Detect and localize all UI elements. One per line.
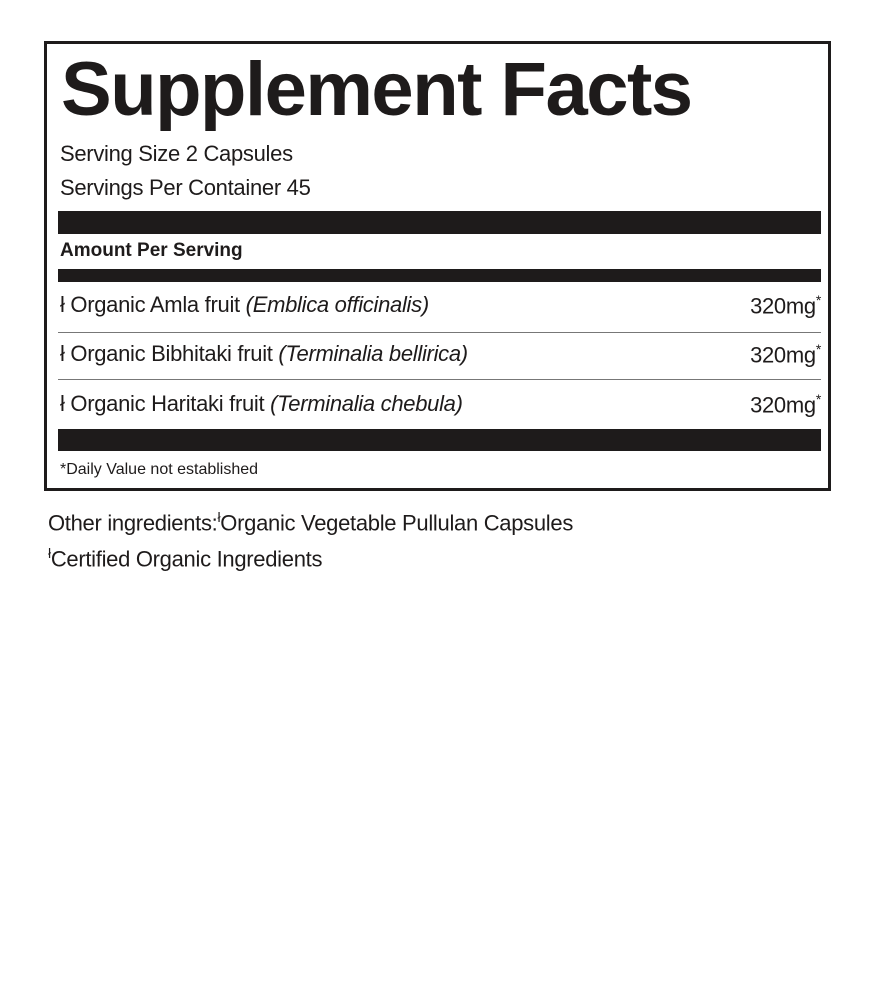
ingredient-latin: (Terminalia chebula): [270, 391, 463, 416]
ingredient-amount: 320mg: [750, 293, 816, 319]
thick-divider: [58, 211, 821, 234]
row-divider: [58, 379, 821, 380]
row-divider: [58, 332, 821, 333]
daily-value-footnote: *Daily Value not established: [60, 461, 259, 478]
supplement-facts-panel: Supplement Facts Serving Size 2 Capsules…: [44, 41, 831, 491]
ingredient-name: Organic Haritaki fruit: [70, 391, 265, 416]
ingredient-amount: 320mg: [750, 392, 816, 418]
ingredient-latin: (Terminalia bellirica): [278, 341, 468, 366]
amount-per-serving-header: Amount Per Serving: [60, 240, 243, 261]
medium-divider: [58, 269, 821, 282]
serving-size: Serving Size 2 Capsules: [60, 141, 293, 166]
ingredient-row: ł Organic Haritaki fruit (Terminalia che…: [60, 391, 821, 418]
servings-per-container: Servings Per Container 45: [60, 175, 311, 200]
ingredient-row: ł Organic Amla fruit (Emblica officinali…: [60, 292, 821, 319]
other-ingredients: Other ingredients:łOrganic Vegetable Pul…: [48, 509, 574, 536]
panel-title: Supplement Facts: [61, 47, 693, 132]
ingredient-amount: 320mg: [750, 342, 816, 368]
ingredient-name: Organic Bibhitaki fruit: [70, 341, 273, 366]
certified-organic-note: łCertified Organic Ingredients: [48, 545, 323, 572]
ingredient-row: ł Organic Bibhitaki fruit (Terminalia be…: [60, 341, 821, 368]
ingredient-name: Organic Amla fruit: [70, 292, 240, 317]
ingredient-latin: (Emblica officinalis): [245, 292, 430, 317]
thick-divider: [58, 429, 821, 451]
